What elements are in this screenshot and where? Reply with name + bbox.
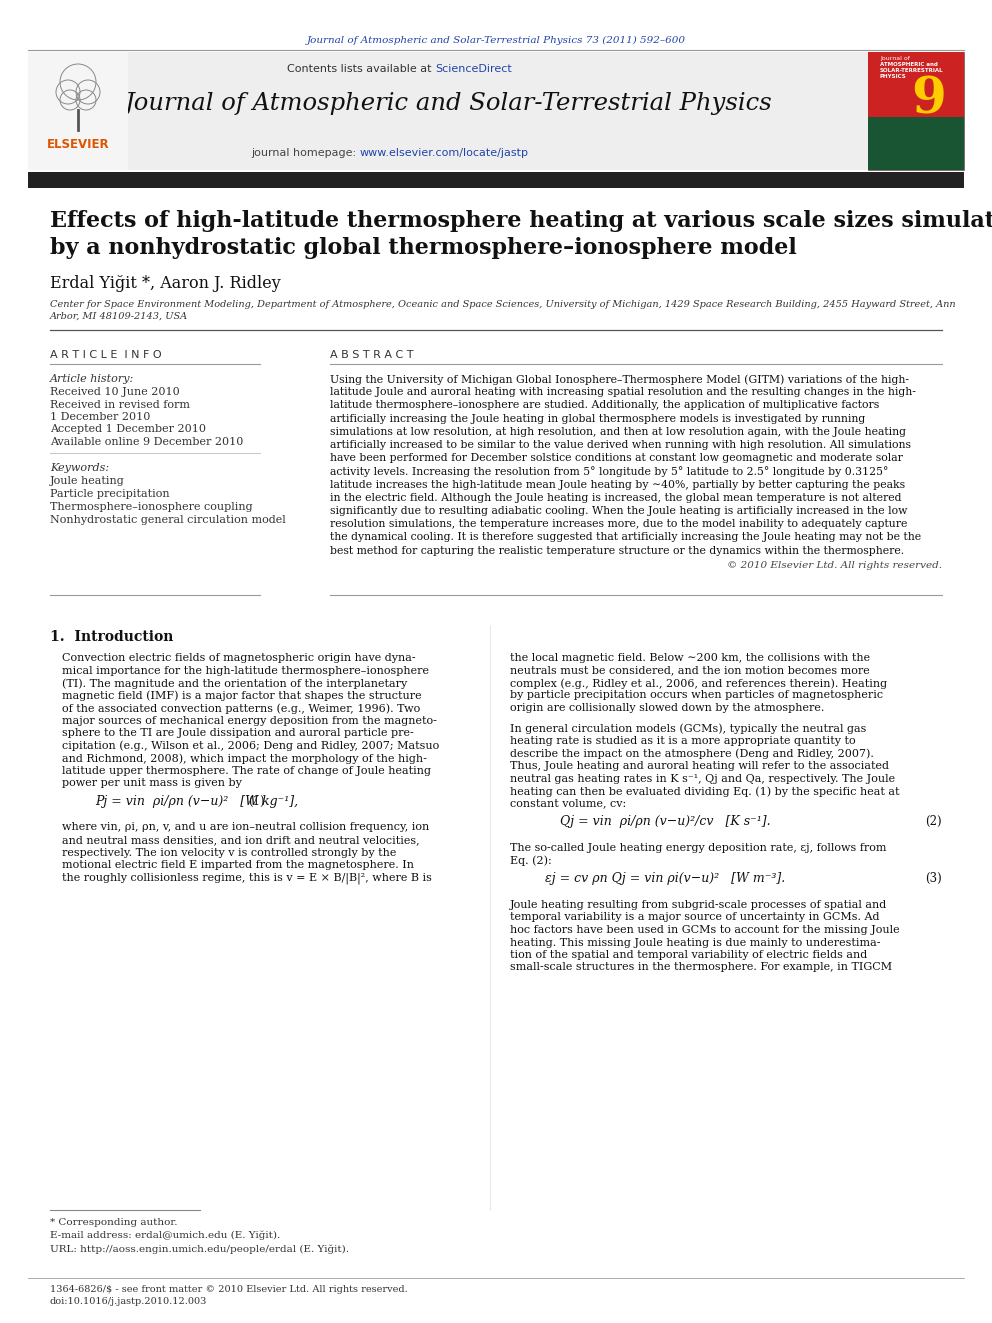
FancyBboxPatch shape	[868, 52, 964, 116]
Text: Erdal Yiğit *, Aaron J. Ridley: Erdal Yiğit *, Aaron J. Ridley	[50, 275, 281, 292]
FancyBboxPatch shape	[28, 52, 868, 169]
Text: doi:10.1016/j.jastp.2010.12.003: doi:10.1016/j.jastp.2010.12.003	[50, 1297, 207, 1306]
Text: The so-called Joule heating energy deposition rate, εj, follows from: The so-called Joule heating energy depos…	[510, 843, 887, 853]
Text: the local magnetic field. Below ∼200 km, the collisions with the: the local magnetic field. Below ∼200 km,…	[510, 654, 870, 663]
Text: Eq. (2):: Eq. (2):	[510, 856, 552, 867]
Text: PHYSICS: PHYSICS	[880, 74, 907, 79]
Text: heating rate is studied as it is a more appropriate quantity to: heating rate is studied as it is a more …	[510, 736, 856, 746]
Text: major sources of mechanical energy deposition from the magneto-: major sources of mechanical energy depos…	[62, 716, 436, 725]
Text: artificially increasing the Joule heating in global thermosphere models is inves: artificially increasing the Joule heatin…	[330, 414, 865, 423]
Text: by particle precipitation occurs when particles of magnetospheric: by particle precipitation occurs when pa…	[510, 691, 883, 700]
Text: neutral gas heating rates in K s⁻¹, Qj and Qa, respectively. The Joule: neutral gas heating rates in K s⁻¹, Qj a…	[510, 774, 895, 783]
Text: temporal variability is a major source of uncertainty in GCMs. Ad: temporal variability is a major source o…	[510, 913, 880, 922]
Text: resolution simulations, the temperature increases more, due to the model inabili: resolution simulations, the temperature …	[330, 519, 908, 529]
Text: Article history:: Article history:	[50, 374, 134, 384]
Text: SOLAR-TERRESTRIAL: SOLAR-TERRESTRIAL	[880, 67, 943, 73]
Text: hoc factors have been used in GCMs to account for the missing Joule: hoc factors have been used in GCMs to ac…	[510, 925, 900, 935]
FancyBboxPatch shape	[868, 52, 964, 169]
Text: cipitation (e.g., Wilson et al., 2006; Deng and Ridley, 2007; Matsuo: cipitation (e.g., Wilson et al., 2006; D…	[62, 741, 439, 751]
Text: (2): (2)	[926, 815, 942, 828]
Text: Particle precipitation: Particle precipitation	[50, 490, 170, 499]
FancyBboxPatch shape	[28, 172, 964, 188]
Text: significantly due to resulting adiabatic cooling. When the Joule heating is arti: significantly due to resulting adiabatic…	[330, 505, 908, 516]
Text: Received 10 June 2010: Received 10 June 2010	[50, 388, 180, 397]
Text: and neutral mass densities, and ion drift and neutral velocities,: and neutral mass densities, and ion drif…	[62, 835, 420, 845]
Text: complex (e.g., Ridley et al., 2006, and references therein). Heating: complex (e.g., Ridley et al., 2006, and …	[510, 677, 887, 688]
Text: (1): (1)	[248, 795, 265, 807]
Text: 9: 9	[912, 75, 946, 124]
Text: latitude upper thermosphere. The rate of change of Joule heating: latitude upper thermosphere. The rate of…	[62, 766, 431, 775]
Text: ELSEVIER: ELSEVIER	[47, 138, 109, 151]
Text: small-scale structures in the thermosphere. For example, in TIGCM: small-scale structures in the thermosphe…	[510, 963, 892, 972]
Text: Thermosphere–ionosphere coupling: Thermosphere–ionosphere coupling	[50, 501, 253, 512]
Text: (3): (3)	[926, 872, 942, 885]
Text: heating. This missing Joule heating is due mainly to underestima-: heating. This missing Joule heating is d…	[510, 938, 881, 947]
Text: simulations at low resolution, at high resolution, and then at low resolution ag: simulations at low resolution, at high r…	[330, 427, 906, 437]
Text: © 2010 Elsevier Ltd. All rights reserved.: © 2010 Elsevier Ltd. All rights reserved…	[727, 561, 942, 570]
Text: Qj = vin  ρi/ρn (v−u)²/cv   [K s⁻¹].: Qj = vin ρi/ρn (v−u)²/cv [K s⁻¹].	[560, 815, 771, 828]
Text: best method for capturing the realistic temperature structure or the dynamics wi: best method for capturing the realistic …	[330, 545, 904, 556]
Text: of the associated convection patterns (e.g., Weimer, 1996). Two: of the associated convection patterns (e…	[62, 703, 421, 713]
Text: the roughly collisionless regime, this is v = E × B/|B|², where B is: the roughly collisionless regime, this i…	[62, 872, 432, 884]
Text: Center for Space Environment Modeling, Department of Atmosphere, Oceanic and Spa: Center for Space Environment Modeling, D…	[50, 300, 955, 310]
FancyBboxPatch shape	[28, 52, 128, 169]
Text: Thus, Joule heating and auroral heating will refer to the associated: Thus, Joule heating and auroral heating …	[510, 761, 889, 771]
Text: the dynamical cooling. It is therefore suggested that artificially increasing th: the dynamical cooling. It is therefore s…	[330, 532, 922, 542]
Text: by a nonhydrostatic global thermosphere–ionosphere model: by a nonhydrostatic global thermosphere–…	[50, 237, 797, 259]
Text: Using the University of Michigan Global Ionosphere–Thermosphere Model (GITM) var: Using the University of Michigan Global …	[330, 374, 909, 385]
Text: Joule heating: Joule heating	[50, 476, 125, 486]
Text: latitude Joule and auroral heating with increasing spatial resolution and the re: latitude Joule and auroral heating with …	[330, 388, 916, 397]
Text: ATMOSPHERIC and: ATMOSPHERIC and	[880, 62, 937, 67]
Text: where vin, ρi, ρn, v, and u are ion–neutral collision frequency, ion: where vin, ρi, ρn, v, and u are ion–neut…	[62, 823, 430, 832]
Text: Journal of: Journal of	[880, 56, 910, 61]
Text: Accepted 1 December 2010: Accepted 1 December 2010	[50, 425, 206, 434]
Text: in the electric field. Although the Joule heating is increased, the global mean : in the electric field. Although the Joul…	[330, 492, 902, 503]
Text: 1.  Introduction: 1. Introduction	[50, 630, 174, 644]
Text: E-mail address: erdal@umich.edu (E. Yiğit).: E-mail address: erdal@umich.edu (E. Yiği…	[50, 1230, 281, 1241]
Text: ScienceDirect: ScienceDirect	[435, 64, 512, 74]
Text: activity levels. Increasing the resolution from 5° longitude by 5° latitude to 2: activity levels. Increasing the resoluti…	[330, 467, 889, 478]
Text: tion of the spatial and temporal variability of electric fields and: tion of the spatial and temporal variabi…	[510, 950, 867, 960]
Text: respectively. The ion velocity v is controlled strongly by the: respectively. The ion velocity v is cont…	[62, 848, 397, 857]
Text: URL: http://aoss.engin.umich.edu/people/erdal (E. Yiğit).: URL: http://aoss.engin.umich.edu/people/…	[50, 1244, 349, 1253]
Text: journal homepage:: journal homepage:	[251, 148, 360, 157]
Text: heating can then be evaluated dividing Eq. (1) by the specific heat at: heating can then be evaluated dividing E…	[510, 786, 900, 796]
Text: 1364-6826/$ - see front matter © 2010 Elsevier Ltd. All rights reserved.: 1364-6826/$ - see front matter © 2010 El…	[50, 1285, 408, 1294]
Text: Journal of Atmospheric and Solar-Terrestrial Physics 73 (2011) 592–600: Journal of Atmospheric and Solar-Terrest…	[307, 36, 685, 45]
Text: (TI). The magnitude and the orientation of the interplanetary: (TI). The magnitude and the orientation …	[62, 677, 408, 688]
Text: 1 December 2010: 1 December 2010	[50, 411, 151, 422]
Text: www.elsevier.com/locate/jastp: www.elsevier.com/locate/jastp	[360, 148, 529, 157]
Text: Available online 9 December 2010: Available online 9 December 2010	[50, 437, 243, 447]
Text: sphere to the TI are Joule dissipation and auroral particle pre-: sphere to the TI are Joule dissipation a…	[62, 728, 414, 738]
Text: A R T I C L E  I N F O: A R T I C L E I N F O	[50, 351, 162, 360]
Text: motional electric field E imparted from the magnetosphere. In: motional electric field E imparted from …	[62, 860, 414, 871]
Text: In general circulation models (GCMs), typically the neutral gas: In general circulation models (GCMs), ty…	[510, 724, 866, 734]
Text: latitude thermosphere–ionosphere are studied. Additionally, the application of m: latitude thermosphere–ionosphere are stu…	[330, 401, 879, 410]
Text: Pj = vin  ρi/ρn (v−u)²   [W kg⁻¹],: Pj = vin ρi/ρn (v−u)² [W kg⁻¹],	[95, 795, 299, 807]
Text: Effects of high-latitude thermosphere heating at various scale sizes simulated: Effects of high-latitude thermosphere he…	[50, 210, 992, 232]
Text: origin are collisionally slowed down by the atmosphere.: origin are collisionally slowed down by …	[510, 703, 824, 713]
Text: and Richmond, 2008), which impact the morphology of the high-: and Richmond, 2008), which impact the mo…	[62, 753, 427, 763]
Text: Arbor, MI 48109-2143, USA: Arbor, MI 48109-2143, USA	[50, 312, 188, 321]
Text: latitude increases the high-latitude mean Joule heating by ∼40%, partially by be: latitude increases the high-latitude mea…	[330, 480, 905, 490]
Text: Contents lists available at: Contents lists available at	[287, 64, 435, 74]
Text: describe the impact on the atmosphere (Deng and Ridley, 2007).: describe the impact on the atmosphere (D…	[510, 749, 874, 759]
Text: mical importance for the high-latitude thermosphere–ionosphere: mical importance for the high-latitude t…	[62, 665, 429, 676]
FancyBboxPatch shape	[868, 116, 964, 169]
Text: εj = cv ρn Qj = vin ρi(v−u)²   [W m⁻³].: εj = cv ρn Qj = vin ρi(v−u)² [W m⁻³].	[545, 872, 786, 885]
Text: power per unit mass is given by: power per unit mass is given by	[62, 778, 242, 789]
Text: Nonhydrostatic general circulation model: Nonhydrostatic general circulation model	[50, 515, 286, 525]
Text: have been performed for December solstice conditions at constant low geomagnetic: have been performed for December solstic…	[330, 454, 903, 463]
Text: constant volume, cv:: constant volume, cv:	[510, 799, 626, 808]
Text: Journal of Atmospheric and Solar-Terrestrial Physics: Journal of Atmospheric and Solar-Terrest…	[124, 93, 772, 115]
Text: Keywords:: Keywords:	[50, 463, 109, 474]
Text: Joule heating resulting from subgrid-scale processes of spatial and: Joule heating resulting from subgrid-sca…	[510, 900, 887, 910]
Text: magnetic field (IMF) is a major factor that shapes the structure: magnetic field (IMF) is a major factor t…	[62, 691, 422, 701]
Text: artificially increased to be similar to the value derived when running with high: artificially increased to be similar to …	[330, 441, 911, 450]
Text: * Corresponding author.: * Corresponding author.	[50, 1218, 178, 1226]
Text: neutrals must be considered, and the ion motion becomes more: neutrals must be considered, and the ion…	[510, 665, 870, 676]
Text: A B S T R A C T: A B S T R A C T	[330, 351, 414, 360]
Text: Received in revised form: Received in revised form	[50, 400, 190, 410]
Text: Convection electric fields of magnetospheric origin have dyna-: Convection electric fields of magnetosph…	[62, 654, 416, 663]
